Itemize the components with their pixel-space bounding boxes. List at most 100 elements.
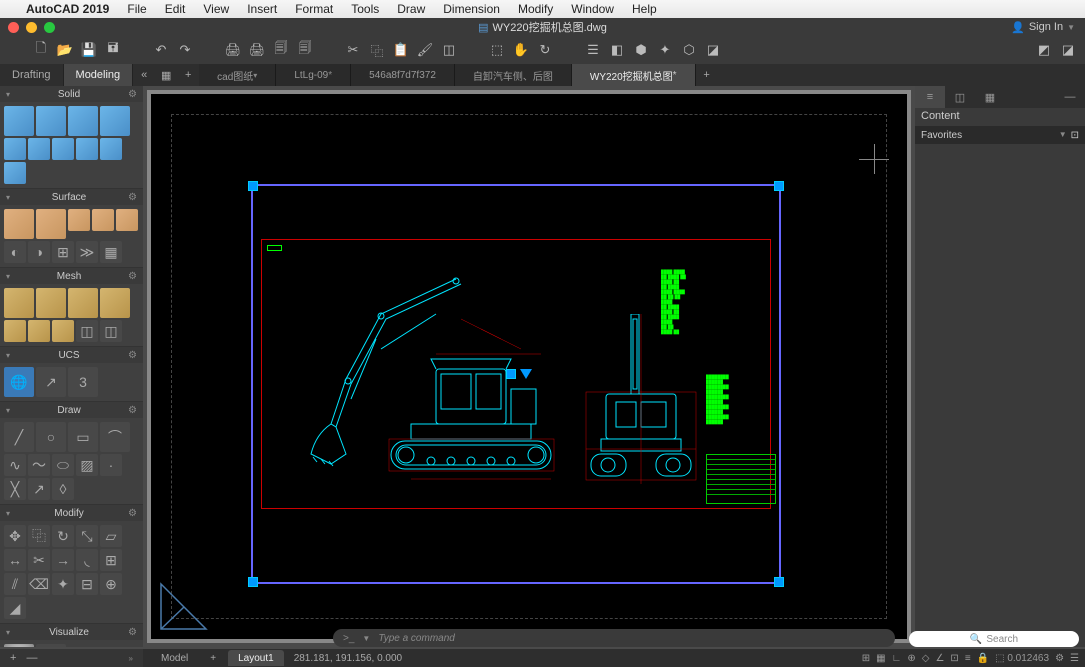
file-tab-0[interactable]: cad图纸▾	[199, 64, 276, 86]
open-icon[interactable]: 📂	[56, 41, 74, 59]
lwt-icon[interactable]: ≡	[965, 653, 971, 664]
tool-sweep[interactable]	[52, 138, 74, 160]
cut-icon[interactable]: ✂	[344, 41, 362, 59]
tool-extend[interactable]: →	[52, 549, 74, 571]
tool-ucs-x[interactable]: ↗	[36, 367, 66, 397]
undo-icon[interactable]: ↶	[152, 41, 170, 59]
tab-grid-icon[interactable]: ▦	[155, 64, 177, 86]
tab-drafting[interactable]: Drafting	[0, 64, 64, 86]
tool-surf8[interactable]: ⊞	[52, 241, 74, 263]
publish-icon[interactable]: 🗐	[272, 41, 290, 59]
add-tool-icon[interactable]: +	[10, 652, 16, 664]
menu-modify[interactable]: Modify	[518, 2, 553, 16]
tool-pline[interactable]: ∿	[4, 454, 26, 476]
tool-surf2[interactable]	[36, 209, 66, 239]
panel-draw-label[interactable]: Draw	[57, 405, 80, 416]
tool2-icon[interactable]: ◧	[608, 41, 626, 59]
gear-icon[interactable]: ⚙	[128, 89, 137, 100]
tool-circle[interactable]: ○	[36, 422, 66, 452]
tool6-icon[interactable]: ◪	[704, 41, 722, 59]
rtab-2[interactable]: ◫	[945, 86, 975, 108]
block-icon[interactable]: ◫	[440, 41, 458, 59]
tool-line[interactable]: ╱	[4, 422, 34, 452]
tool-break[interactable]: ⊟	[76, 573, 98, 595]
tool-box[interactable]	[4, 106, 34, 136]
layer-icon[interactable]: ☰	[584, 41, 602, 59]
gear-icon[interactable]: ⚙	[128, 627, 137, 638]
copy-icon[interactable]: ⿻	[368, 41, 386, 59]
snap-icon[interactable]: ⊞	[862, 653, 870, 664]
minimize-button[interactable]	[26, 22, 37, 33]
paste-icon[interactable]: 📋	[392, 41, 410, 59]
preview-icon[interactable]: 🖨	[248, 41, 266, 59]
osnap-icon[interactable]: ◇	[922, 653, 930, 664]
tool-revolve[interactable]	[28, 138, 50, 160]
tool-material[interactable]: ◉	[4, 644, 34, 647]
tool-surf3[interactable]	[68, 209, 90, 231]
tool-move[interactable]: ✥	[4, 525, 26, 547]
tool-ellipse[interactable]: ⬭	[52, 454, 74, 476]
tool-surf6[interactable]: ◐	[4, 241, 26, 263]
gear-icon[interactable]: ⚙	[128, 405, 137, 416]
otrack-icon[interactable]: ∠	[935, 653, 944, 664]
orbit-icon[interactable]: ↻	[536, 41, 554, 59]
tool-mesh2[interactable]	[36, 288, 66, 318]
panel-modify-label[interactable]: Modify	[54, 508, 83, 519]
tool-xline[interactable]: ╳	[4, 478, 26, 500]
app-name[interactable]: AutoCAD 2019	[26, 2, 109, 16]
tool-ucs-3[interactable]: 3	[68, 367, 98, 397]
menu-dimension[interactable]: Dimension	[443, 2, 500, 16]
menu-edit[interactable]: Edit	[165, 2, 186, 16]
new-icon[interactable]: 🗋	[32, 41, 50, 59]
gear-icon[interactable]: ⚙	[128, 271, 137, 282]
hand-icon[interactable]: ✋	[512, 41, 530, 59]
close-button[interactable]	[8, 22, 19, 33]
tool-fillet[interactable]: ◟	[76, 549, 98, 571]
tool-chamfer[interactable]: ◢	[4, 597, 26, 619]
tool-surf10[interactable]: ▦	[100, 241, 122, 263]
tool-offset[interactable]: ⫽	[4, 573, 26, 595]
tool-mirror[interactable]: ▱	[100, 525, 122, 547]
tool-rect[interactable]: ▭	[68, 422, 98, 452]
menu-format[interactable]: Format	[295, 2, 333, 16]
tool-rotate[interactable]: ↻	[52, 525, 74, 547]
status-gear-icon[interactable]: ⚙	[1055, 653, 1064, 664]
tab-add-icon[interactable]: +	[177, 64, 199, 86]
saveas-icon[interactable]: 🖬	[104, 41, 122, 59]
grid-icon[interactable]: ▦	[876, 653, 885, 664]
gear-icon[interactable]: ⚙	[128, 508, 137, 519]
tab-modeling[interactable]: Modeling	[64, 64, 134, 86]
polar-icon[interactable]: ⊕	[907, 653, 915, 664]
remove-tool-icon[interactable]: —	[26, 652, 37, 664]
tool4-icon[interactable]: ✦	[656, 41, 674, 59]
tool-stretch[interactable]: ↔	[4, 549, 26, 571]
palette2-icon[interactable]: ◪	[1059, 41, 1077, 59]
tool-sphere[interactable]	[100, 106, 130, 136]
tool-press[interactable]	[100, 138, 122, 160]
gear-icon[interactable]: ⚙	[128, 192, 137, 203]
tool-ucs-world[interactable]: 🌐	[4, 367, 34, 397]
tool-explode[interactable]: ✦	[52, 573, 74, 595]
dyn-icon[interactable]: ⊡	[950, 653, 958, 664]
tool-array[interactable]: ⊞	[100, 549, 122, 571]
file-tab-4[interactable]: WY220挖掘机总图*	[572, 64, 696, 86]
tool-mesh9[interactable]: ◫	[100, 320, 122, 342]
tool-surf1[interactable]	[4, 209, 34, 239]
plot-icon[interactable]: 🗐	[296, 41, 314, 59]
tool-union[interactable]	[4, 162, 26, 184]
tool-cylinder[interactable]	[36, 106, 66, 136]
tool-hatch[interactable]: ▨	[76, 454, 98, 476]
tab-layout1[interactable]: Layout1	[228, 650, 284, 666]
menu-view[interactable]: View	[203, 2, 229, 16]
menu-help[interactable]: Help	[632, 2, 657, 16]
menu-window[interactable]: Window	[571, 2, 614, 16]
tool-surf7[interactable]: ◑	[28, 241, 50, 263]
tool-trim[interactable]: ✂	[28, 549, 50, 571]
palette1-icon[interactable]: ◩	[1035, 41, 1053, 59]
rtab-content[interactable]: ≡	[915, 86, 945, 108]
panel-ucs-label[interactable]: UCS	[58, 350, 79, 361]
grip-tr[interactable]	[774, 181, 784, 191]
grip-br[interactable]	[774, 577, 784, 587]
tool-surf5[interactable]	[116, 209, 138, 231]
expand-icon[interactable]: »	[129, 654, 133, 663]
